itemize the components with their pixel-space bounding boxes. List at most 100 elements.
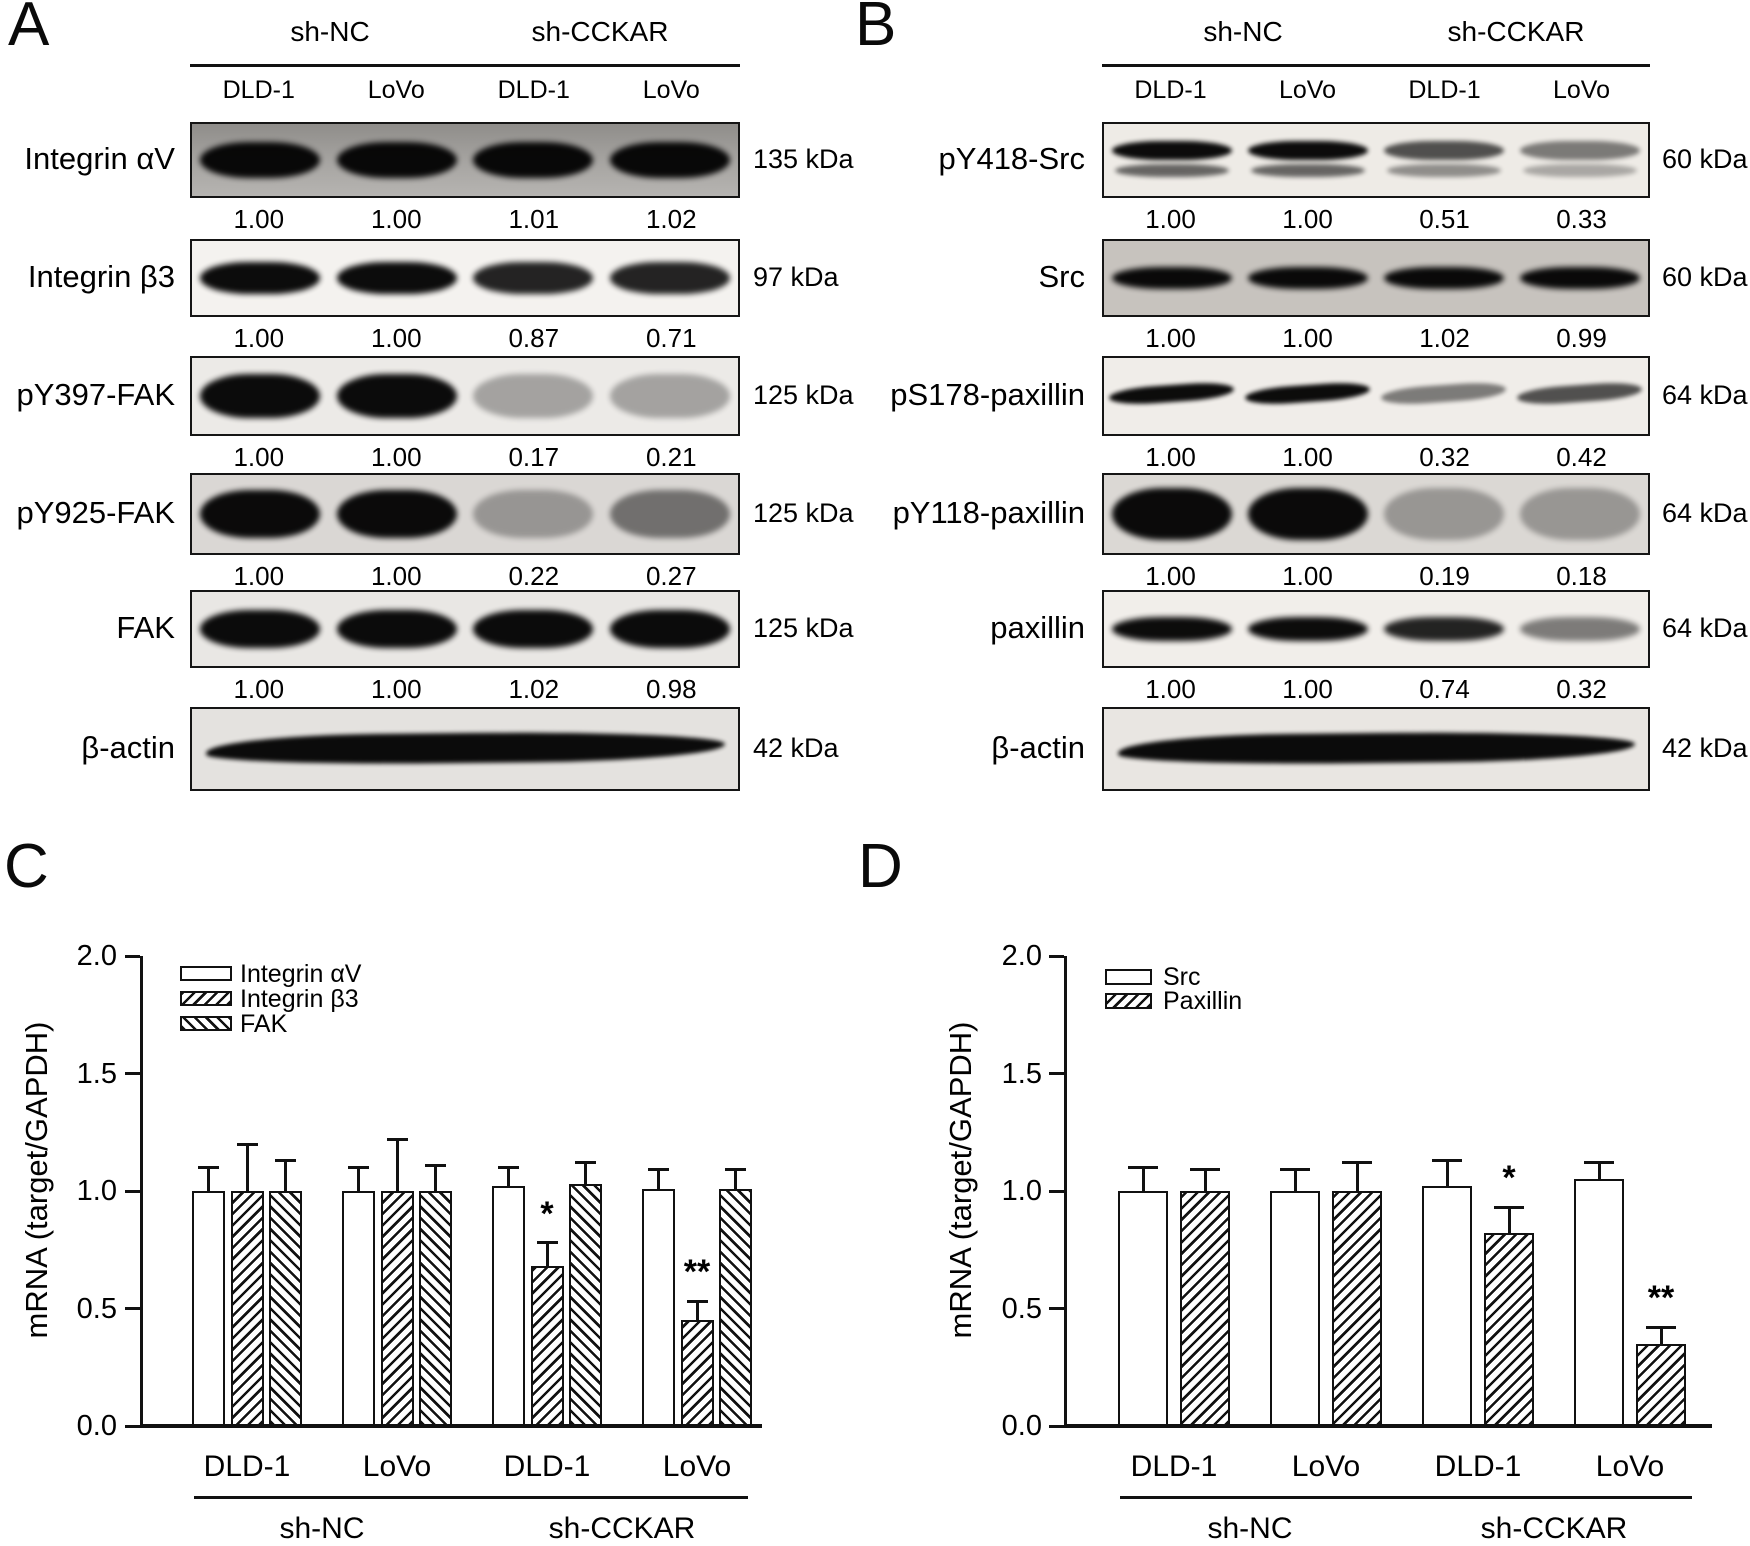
y-axis-tick [1049,1189,1064,1193]
error-bar-cap [198,1166,219,1169]
wb-row-label: pY397-FAK [16,377,175,412]
wb-band [1109,381,1235,407]
error-bar-cap [1494,1205,1524,1209]
wb-molecular-weight-label: 64 kDa [1662,380,1748,410]
bar-dld-1-3 [569,1183,602,1426]
x-category-label: LoVo [1595,1450,1665,1483]
wb-blot-image [1102,707,1650,791]
y-tick-label: 0.0 [76,1410,117,1442]
wb-band [609,373,730,419]
wb-band [1384,617,1504,641]
wb-band-ratio-value: 1.00 [1145,674,1196,704]
wb-band-ratio-value: 1.00 [370,204,422,234]
bar-lovo-3 [719,1188,752,1426]
error-bar-stem [695,1301,699,1321]
error-bar-stem [734,1169,737,1189]
wb-band-ratio-value: 1.00 [1282,323,1333,353]
wb-band [1386,164,1502,177]
y-tick-label: 0.0 [1001,1410,1042,1442]
legend-label-1: Src [1163,963,1201,991]
wb-band-ratio-value: 1.00 [233,561,285,591]
y-tick-label: 1.5 [1001,1057,1042,1090]
wb-lane-label: LoVo [367,76,425,104]
y-axis-tick [125,1307,140,1310]
legend-swatch-2 [180,991,232,1006]
error-bar-cap [725,1168,746,1172]
y-tick-label: 1.0 [1001,1175,1042,1207]
error-bar-stem [1597,1162,1601,1180]
wb-band-ratio-value: 0.19 [1419,561,1470,591]
wb-lane-label: DLD-1 [1408,76,1481,104]
wb-molecular-weight-label: 64 kDa [1662,613,1748,643]
wb-band [473,142,594,178]
error-bar-cap [1432,1158,1462,1162]
error-bar-cap [686,1299,708,1303]
wb-molecular-weight-label: 97 kDa [753,262,839,292]
wb-band [1112,617,1232,641]
bar-dld-1-2 [1484,1233,1534,1426]
wb-blot-image [1102,356,1650,436]
wb-row-label: Integrin αV [24,141,175,176]
bar-lovo-1 [1270,1191,1320,1426]
wb-molecular-weight-label: 42 kDa [1662,733,1748,763]
wb-band [473,609,594,649]
y-tick-label: 1.0 [76,1175,117,1207]
y-tick-label: 0.5 [76,1292,117,1325]
error-bar-stem [1445,1160,1449,1187]
wb-row-label: pS178-paxillin [890,377,1085,412]
legend-label-2: Integrin β3 [240,985,359,1013]
error-bar-stem [657,1169,660,1189]
wb-band [1520,141,1640,160]
wb-group-label: sh-NC [1203,16,1283,47]
wb-row-label: Integrin β3 [27,259,175,294]
wb-band-ratio-value: 0.74 [1419,674,1470,704]
x-category-label: DLD-1 [1434,1450,1522,1483]
bar-lovo-1 [1574,1179,1624,1426]
wb-band [1112,141,1232,160]
y-axis-line [140,956,143,1426]
wb-molecular-weight-label: 125 kDa [753,613,854,643]
wb-band-ratio-value: 0.71 [645,323,697,353]
wb-row-label: pY925-FAK [16,495,175,530]
wb-band-ratio-value: 0.99 [1556,323,1607,353]
x-category-label: DLD-1 [203,1450,291,1483]
wb-band-ratio-value: 0.32 [1419,442,1470,472]
wb-band [1384,488,1504,540]
error-bar-cap [386,1137,408,1141]
wb-molecular-weight-label: 125 kDa [753,498,854,528]
error-bar-cap [275,1158,296,1162]
error-bar-cap [1128,1166,1158,1169]
wb-lane-label: DLD-1 [222,76,295,104]
error-bar-stem [1507,1207,1511,1234]
y-axis-tick [125,1424,140,1428]
bar-dld-1-1 [1422,1186,1472,1426]
y-axis-tick [1049,1307,1064,1310]
legend-swatch-1 [180,966,232,981]
error-bar-cap [1584,1161,1614,1165]
y-axis-tick [125,954,140,958]
wb-band [1520,266,1640,290]
panel-label-a: A [8,0,50,59]
bar-lovo-2 [380,1191,414,1426]
x-category-label: LoVo [362,1450,432,1483]
panel-label-d: D [858,832,903,901]
wb-row-label: β-actin [991,730,1085,765]
wb-molecular-weight-label: 42 kDa [753,733,839,763]
wb-band [200,489,321,539]
wb-band [473,261,594,295]
bar-lovo-2 [1332,1191,1382,1426]
error-bar-stem [434,1165,437,1191]
wb-band-ratio-value: 1.00 [370,674,422,704]
bar-dld-1-1 [192,1191,225,1426]
wb-molecular-weight-label: 135 kDa [753,144,854,174]
wb-row-label: FAK [116,610,175,645]
wb-group-label: sh-CCKAR [531,16,669,47]
legend-swatch-3 [180,1016,232,1031]
error-bar-stem [584,1162,587,1184]
y-axis-tick [125,1189,140,1193]
error-bar-cap [348,1166,369,1169]
wb-band [1117,730,1635,767]
wb-blot-image [1102,590,1650,668]
error-bar-cap [648,1168,669,1172]
